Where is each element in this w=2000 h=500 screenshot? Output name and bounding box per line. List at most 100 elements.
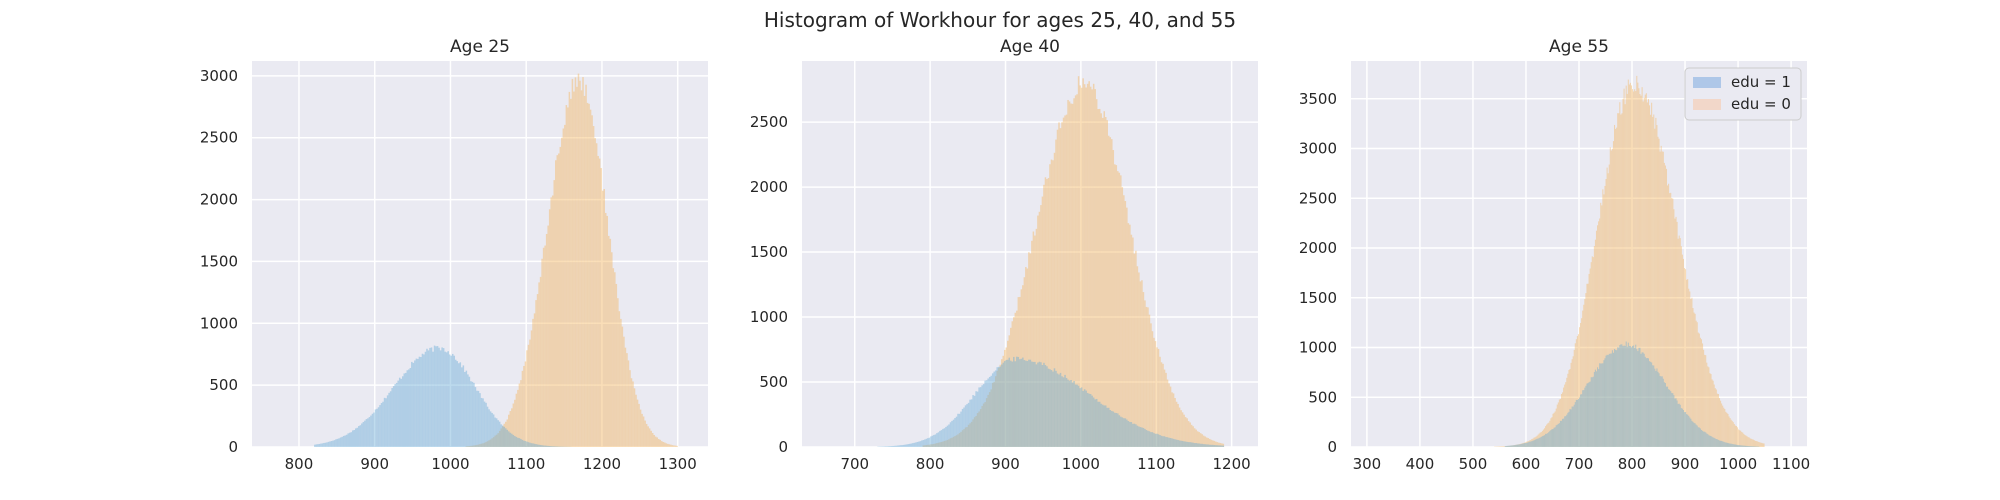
hist-bar (547, 445, 549, 447)
hist-bar (1718, 398, 1721, 447)
x-tick-label: 1000 (431, 455, 469, 473)
hist-bar (1709, 435, 1711, 447)
hist-bar (1599, 363, 1601, 447)
hist-bar (1022, 285, 1024, 447)
hist-bar (1648, 105, 1651, 447)
y-tick-label: 1500 (200, 252, 238, 270)
hist-bar (653, 434, 655, 447)
hist-bar (976, 391, 979, 447)
hist-bar (1187, 421, 1190, 447)
hist-bar (658, 439, 660, 447)
hist-bar (1040, 205, 1042, 447)
hist-bar (1572, 356, 1574, 447)
hist-bar (1694, 423, 1696, 447)
hist-bar (1065, 114, 1068, 447)
hist-bar (1177, 439, 1179, 447)
hist-bar (1073, 381, 1075, 447)
hist-bar (1196, 431, 1199, 447)
hist-bar (1628, 345, 1630, 447)
hist-bar (913, 442, 916, 447)
y-tick-label: 2500 (200, 129, 238, 147)
hist-bar (1029, 253, 1032, 447)
hist-bar (1505, 445, 1507, 447)
hist-bar (1606, 167, 1608, 447)
hist-bar (517, 437, 519, 447)
hist-bar (1727, 413, 1729, 447)
hist-bar (1538, 437, 1540, 447)
hist-bar (928, 444, 931, 447)
hist-bar (1592, 257, 1594, 447)
hist-bar (1554, 427, 1556, 447)
hist-bar (1724, 442, 1726, 447)
hist-bar (1542, 435, 1545, 447)
hist-bar (963, 407, 965, 447)
hist-bar (1716, 439, 1718, 447)
hist-bar (1500, 446, 1502, 447)
hist-bar (1538, 433, 1540, 447)
hist-bar (1535, 436, 1537, 447)
hist-bar (551, 446, 554, 447)
hist-bar (1005, 347, 1008, 447)
hist-bar (524, 361, 527, 447)
panel-title: Age 40 (1000, 37, 1060, 57)
hist-bar (509, 432, 512, 447)
hist-bar (943, 440, 946, 447)
hist-bar (1522, 443, 1524, 447)
hist-bar (936, 443, 938, 447)
hist-bar (1696, 322, 1698, 447)
hist-bar (969, 399, 971, 447)
hist-bar (494, 435, 496, 447)
hist-bar (323, 442, 325, 447)
hist-bar (629, 370, 631, 447)
hist-bar (1195, 429, 1197, 447)
hist-bar (542, 247, 545, 447)
hist-bar (1035, 228, 1038, 447)
hist-bar (1678, 235, 1680, 447)
hist-bar (447, 351, 449, 447)
hist-bar (398, 377, 401, 447)
hist-bar (960, 411, 962, 447)
hist-bar (523, 440, 525, 447)
hist-bar (1761, 442, 1763, 447)
hist-bar (1671, 392, 1673, 447)
hist-bar (1587, 383, 1589, 447)
hist-bar (314, 444, 316, 447)
hist-bar (1085, 87, 1087, 447)
hist-bar (1154, 433, 1157, 447)
hist-bar (598, 158, 601, 447)
hist-bar (1065, 377, 1068, 447)
hist-bar (335, 439, 337, 447)
hist-bar (1669, 389, 1671, 447)
hist-bar (898, 445, 900, 447)
hist-bar (889, 446, 891, 447)
hist-bar (1647, 358, 1649, 447)
hist-bar (1581, 394, 1583, 447)
hist-bar (1762, 443, 1764, 447)
hist-bar (997, 367, 1000, 447)
hist-bar (1055, 139, 1057, 447)
hist-bar (1003, 361, 1006, 447)
hist-bar (1686, 414, 1688, 447)
hist-bar (1721, 403, 1723, 447)
hist-bar (1605, 178, 1607, 447)
hist-bar (1756, 441, 1758, 447)
hist-bar (1627, 79, 1629, 447)
hist-bar (1142, 427, 1145, 447)
hist-bar (1725, 442, 1727, 447)
hist-bar (395, 382, 398, 447)
hist-bar (1750, 438, 1752, 447)
hist-bar (1703, 349, 1705, 447)
hist-bar (353, 430, 356, 447)
hist-bar (526, 441, 528, 447)
hist-bar (1740, 445, 1742, 447)
hist-bar (1523, 442, 1525, 447)
hist-bar (1007, 359, 1009, 447)
hist-bar (1189, 442, 1191, 447)
hist-bar (1159, 356, 1161, 447)
hist-bar (1050, 370, 1053, 447)
series-edu-1 (877, 356, 1225, 447)
hist-bar (503, 423, 505, 447)
hist-bar (990, 375, 992, 447)
hist-bar (906, 444, 908, 447)
hist-bar (1748, 446, 1750, 447)
